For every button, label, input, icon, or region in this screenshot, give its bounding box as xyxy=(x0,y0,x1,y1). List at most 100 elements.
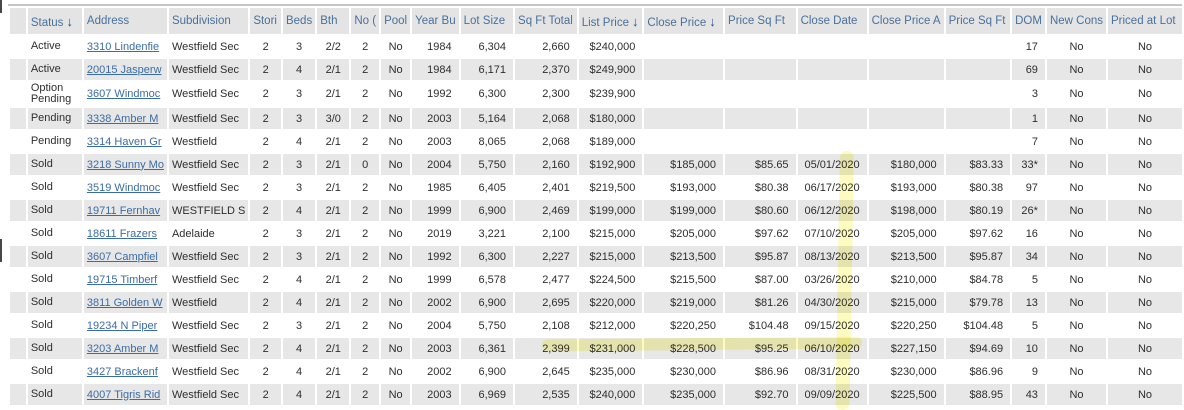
column-header-priced-at-lot[interactable]: Priced at Lot xyxy=(1108,8,1182,34)
new-construction-cell: No xyxy=(1046,269,1106,290)
new-construction-cell: No xyxy=(1046,338,1106,359)
column-header-year-built[interactable]: Year Bu xyxy=(412,8,459,34)
column-header-new-construction[interactable]: New Cons xyxy=(1046,8,1106,34)
year-built-cell: 1999 xyxy=(412,269,459,290)
beds-cell: 3 xyxy=(282,223,316,244)
new-construction-cell: No xyxy=(1046,361,1106,382)
column-header-stories[interactable]: Stori xyxy=(250,8,281,34)
column-header-close-date[interactable]: Close Date xyxy=(797,8,867,34)
status-cell: Active xyxy=(27,59,82,80)
beds-cell: 4 xyxy=(282,59,316,80)
close-price-cell xyxy=(644,108,724,129)
column-header-address[interactable]: Address xyxy=(83,8,167,34)
subdivision-cell: Westfield Sec xyxy=(168,315,249,336)
beds-cell: 4 xyxy=(282,292,316,313)
address-link[interactable]: 3607 Campfiel xyxy=(86,250,158,263)
address-link[interactable]: 3218 Sunny Mo xyxy=(86,158,164,171)
address-cell: 19711 Fernhav xyxy=(83,200,167,221)
new-construction-cell: No xyxy=(1046,246,1106,267)
address-cell: 3218 Sunny Mo xyxy=(83,154,167,175)
address-link[interactable]: 19715 Timberf xyxy=(86,273,158,286)
status-cell: Option Pending xyxy=(27,82,82,106)
column-header-pool[interactable]: Pool xyxy=(381,8,411,34)
column-header-label: Address xyxy=(86,15,130,27)
row-spacer-cell xyxy=(10,177,26,198)
address-link[interactable]: 4007 Tigris Rid xyxy=(86,388,161,401)
column-header-garage-count[interactable]: No ( xyxy=(351,8,380,34)
address-link[interactable]: 20015 Jasperw xyxy=(86,63,162,76)
baths-cell: 2/1 xyxy=(317,384,350,405)
address-link[interactable]: 19711 Fernhav xyxy=(86,204,161,217)
close-price-cell xyxy=(644,59,724,80)
close-date-cell xyxy=(797,108,867,129)
dom-cell: 16 xyxy=(1012,223,1045,244)
subdivision-cell: Westfield Sec xyxy=(168,338,249,359)
column-header-close-price-adj[interactable]: Close Price A xyxy=(868,8,944,34)
dom-cell: 9 xyxy=(1012,361,1045,382)
stories-cell: 2 xyxy=(250,108,281,129)
close-date-cell: 06/12/2020 xyxy=(797,200,867,221)
pool-cell: No xyxy=(381,315,411,336)
price-sqft-adj-cell: $79.78 xyxy=(945,292,1011,313)
lot-size-cell: 6,304 xyxy=(460,36,514,57)
stories-cell: 2 xyxy=(250,361,281,382)
address-link[interactable]: 3607 Windmoc xyxy=(86,88,161,100)
price-sqft-cell: $92.70 xyxy=(725,384,796,405)
new-construction-cell: No xyxy=(1046,200,1106,221)
column-header-lot-size[interactable]: Lot Size xyxy=(460,8,514,34)
garage-count-cell: 2 xyxy=(351,36,380,57)
address-link[interactable]: 3203 Amber M xyxy=(86,342,159,355)
address-cell: 4007 Tigris Rid xyxy=(83,384,167,405)
dom-cell: 69 xyxy=(1012,59,1045,80)
sqft-total-cell: 2,160 xyxy=(515,154,577,175)
year-built-cell: 1992 xyxy=(412,246,459,267)
list-price-cell: $215,000 xyxy=(578,223,643,244)
address-link[interactable]: 3427 Brackenf xyxy=(86,365,158,378)
year-built-cell: 2004 xyxy=(412,315,459,336)
address-link[interactable]: 3310 Lindenfie xyxy=(86,40,160,53)
garage-count-cell: 2 xyxy=(351,338,380,359)
subdivision-cell: Westfield Sec xyxy=(168,108,249,129)
column-header-label: Stori xyxy=(253,15,277,27)
address-cell: 20015 Jasperw xyxy=(83,59,167,80)
address-link[interactable]: 18611 Frazers xyxy=(86,227,158,240)
price-sqft-adj-cell: $86.96 xyxy=(945,361,1011,382)
row-spacer-cell xyxy=(10,36,26,57)
address-link[interactable]: 3519 Windmoc xyxy=(86,181,161,194)
table-row: Sold 3203 Amber M Westfield Sec 2 4 2/1 2 No 200… xyxy=(10,338,1182,359)
row-spacer-cell xyxy=(10,384,26,405)
stories-cell: 2 xyxy=(250,384,281,405)
address-link[interactable]: 19234 N Piper xyxy=(86,319,158,332)
address-link[interactable]: 3811 Golden W xyxy=(86,296,163,309)
column-header-sqft-total[interactable]: Sq Ft Total xyxy=(515,8,577,34)
subdivision-cell: Westfield xyxy=(168,131,249,152)
column-header-beds[interactable]: Beds xyxy=(282,8,316,34)
close-price-cell: $213,500 xyxy=(644,246,724,267)
column-header-list-price[interactable]: List Price ↓ xyxy=(578,8,643,34)
sqft-total-cell: 2,535 xyxy=(515,384,577,405)
address-cell: 3427 Brackenf xyxy=(83,361,167,382)
column-header-close-price[interactable]: Close Price ↓ xyxy=(644,8,724,34)
address-link[interactable]: 3338 Amber M xyxy=(86,112,159,125)
close-price-cell xyxy=(644,82,724,106)
column-header-price-sqft-adj[interactable]: Price Sq Ft xyxy=(945,8,1011,34)
subdivision-cell: Westfield Sec xyxy=(168,361,249,382)
price-sqft-cell: $87.00 xyxy=(725,269,796,290)
address-link[interactable]: 3314 Haven Gr xyxy=(86,135,162,148)
column-header-dom[interactable]: DOM xyxy=(1012,8,1045,34)
column-header-baths[interactable]: Bth xyxy=(317,8,350,34)
column-header-price-sqft[interactable]: Price Sq Ft xyxy=(725,8,796,34)
column-header-status[interactable]: Status ↓ xyxy=(27,8,82,34)
table-row: Sold 4007 Tigris Rid Westfield Sec 2 4 2/1 2 No… xyxy=(10,384,1182,405)
garage-count-cell: 2 xyxy=(351,223,380,244)
list-price-cell: $219,500 xyxy=(578,177,643,198)
status-cell: Sold xyxy=(27,384,82,405)
price-sqft-cell: $95.87 xyxy=(725,246,796,267)
beds-cell: 4 xyxy=(282,338,316,359)
baths-cell: 2/1 xyxy=(317,154,350,175)
close-price-cell: $205,000 xyxy=(644,223,724,244)
column-header-subdivision[interactable]: Subdivision xyxy=(168,8,249,34)
address-cell: 3519 Windmoc xyxy=(83,177,167,198)
price-sqft-adj-cell xyxy=(945,131,1011,152)
dom-cell: 5 xyxy=(1012,315,1045,336)
